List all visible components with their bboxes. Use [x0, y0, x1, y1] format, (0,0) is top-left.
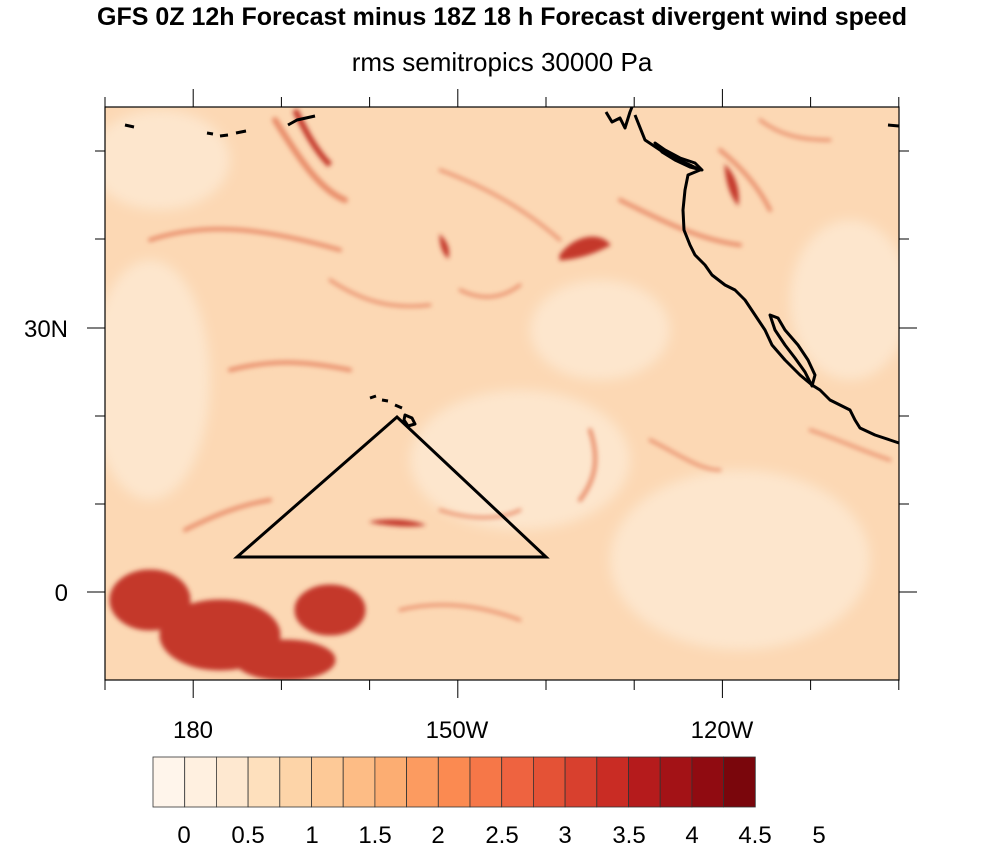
colorbar-box: [564, 756, 598, 808]
strong-streaks: [109, 108, 739, 680]
colorbar-label: 4.5: [738, 822, 771, 847]
colorbar-box: [184, 756, 217, 808]
longitude-labels: 180 150W 120W: [173, 717, 754, 744]
colorbar-label: 1.5: [358, 822, 391, 847]
coastlines: [124, 106, 900, 445]
aleutian-islands: [124, 114, 316, 138]
colorbar-label: 0.5: [231, 822, 264, 847]
colorbar-box: [311, 756, 344, 808]
colorbar-label: 3: [558, 822, 571, 847]
colorbar-label: 2.5: [485, 822, 518, 847]
north-america-coastline: [604, 106, 900, 445]
map-subtitle: rms semitropics 30000 Pa: [351, 47, 653, 77]
colorbar-box: [723, 756, 756, 808]
baja-california-coastline: [768, 313, 817, 388]
colorbar-label: 2: [431, 822, 444, 847]
colorbar-box: [406, 756, 439, 808]
colorbar-box: [659, 756, 693, 808]
colorbar-box: [374, 756, 407, 808]
colorbar-box: [215, 756, 249, 808]
colorbar-box: [247, 756, 281, 808]
lat-label-0: 0: [55, 580, 68, 607]
lat-label-30n: 30N: [24, 316, 68, 343]
colorbar-label: 4: [685, 822, 698, 847]
colorbar-label: 0: [177, 822, 190, 847]
hawaii-islands: [369, 394, 417, 428]
colorbar: [152, 756, 756, 808]
colorbar-box: [533, 756, 566, 808]
colorbar-box: [342, 756, 376, 808]
triangle-region: [233, 414, 550, 559]
colorbar-box: [501, 756, 534, 808]
plot-frame: [104, 106, 900, 681]
lon-label-120w: 120W: [691, 717, 754, 744]
wind-speed-field: [105, 107, 899, 680]
light-patches: [105, 110, 899, 650]
colorbar-label: 1: [305, 822, 318, 847]
colorbar-box: [691, 756, 725, 808]
colorbar-box: [152, 756, 186, 808]
colorbar-label: 5: [812, 822, 825, 847]
colorbar-box: [596, 756, 629, 808]
colorbar-box: [469, 756, 503, 808]
colorbar-label: 3.5: [612, 822, 645, 847]
moderate-streaks: [127, 117, 892, 643]
east-edge-coast: [887, 123, 900, 128]
colorbar-box: [279, 756, 312, 808]
colorbar-box: [628, 756, 661, 808]
map-title: GFS 0Z 12h Forecast minus 18Z 18 h Forec…: [97, 3, 907, 31]
lon-label-180: 180: [173, 717, 213, 744]
axis-ticks: [87, 89, 917, 698]
colorbar-box: [437, 756, 471, 808]
lon-label-150w: 150W: [426, 717, 489, 744]
latitude-labels: 30N 0: [24, 316, 68, 607]
vancouver-island-coastline: [653, 141, 704, 172]
colorbar-labels: 0 0.5 1 1.5 2 2.5 3 3.5 4 4.5 5: [177, 822, 825, 847]
